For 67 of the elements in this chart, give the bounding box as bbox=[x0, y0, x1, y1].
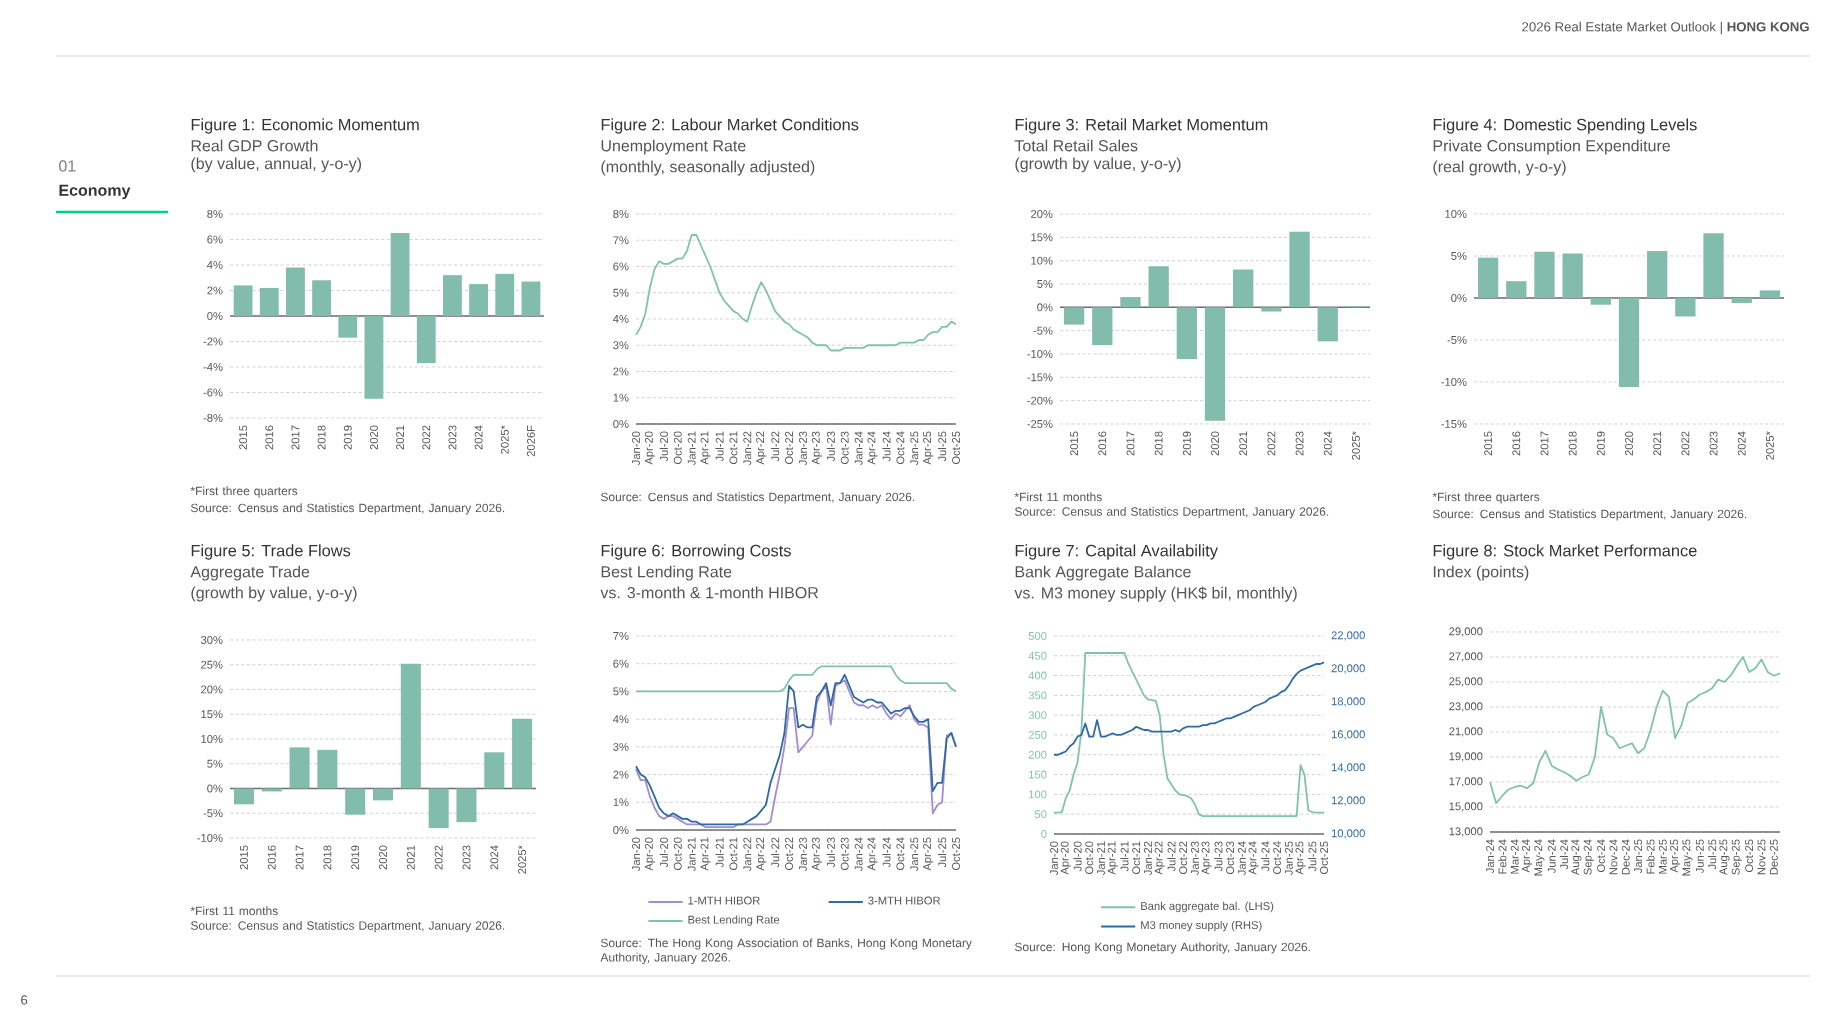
bar bbox=[1092, 307, 1113, 346]
bar bbox=[233, 788, 254, 805]
bar bbox=[1477, 257, 1499, 298]
text: vs. 3-month & 1-month HIBOR bbox=[600, 586, 819, 599]
text: (growth by value, y-o-y) bbox=[191, 586, 357, 602]
bar bbox=[286, 267, 305, 316]
bar bbox=[312, 280, 332, 316]
bar bbox=[1675, 297, 1696, 317]
bar bbox=[1590, 297, 1611, 305]
bar bbox=[469, 284, 489, 316]
bar bbox=[1703, 233, 1724, 298]
text: (real growth, y-o-y) bbox=[1433, 160, 1566, 176]
chart-title: Figure 4: Domestic Spending Levels bbox=[1433, 118, 1697, 134]
bar bbox=[456, 788, 477, 823]
bar bbox=[484, 752, 505, 789]
chart-title: Figure 1: Economic Momentum bbox=[191, 118, 419, 134]
bar bbox=[428, 788, 449, 829]
bar bbox=[512, 718, 533, 789]
chart-title: Figure 6: Borrowing Costs bbox=[601, 544, 791, 560]
bar bbox=[1506, 281, 1527, 298]
bar bbox=[1176, 307, 1197, 360]
text: Bank Aggregate Balance bbox=[1015, 565, 1191, 581]
bar bbox=[1148, 266, 1169, 308]
bar bbox=[416, 315, 436, 364]
bar bbox=[1618, 297, 1640, 388]
bar bbox=[289, 747, 310, 789]
bar bbox=[1063, 307, 1085, 325]
bar bbox=[1289, 231, 1310, 308]
bar bbox=[1759, 290, 1781, 298]
text: Aggregate Trade bbox=[190, 565, 310, 581]
chart-title: Figure 8: Stock Market Performance bbox=[1433, 544, 1697, 560]
bar bbox=[373, 788, 394, 801]
text: Unemployment Rate bbox=[601, 139, 746, 155]
bar bbox=[1233, 269, 1254, 308]
bar bbox=[1317, 307, 1338, 342]
bar bbox=[400, 663, 421, 789]
text: vs. M3 money supply (HK$ bil, monthly) bbox=[1014, 586, 1297, 602]
text: Best Lending Rate bbox=[601, 565, 732, 581]
bar bbox=[259, 287, 279, 316]
bar bbox=[345, 788, 366, 815]
chart-title: Figure 5: Trade Flows bbox=[191, 544, 351, 560]
bar bbox=[1647, 250, 1668, 298]
text: Private Consumption Expenditure bbox=[1433, 139, 1670, 155]
text: (growth by value, y-o-y) bbox=[1015, 157, 1181, 173]
bar bbox=[338, 315, 358, 338]
text: (monthly, seasonally adjusted) bbox=[601, 160, 815, 176]
bar bbox=[317, 749, 338, 789]
bar bbox=[233, 285, 253, 316]
text: 01 bbox=[59, 160, 76, 172]
bar bbox=[1731, 297, 1752, 304]
text: Index (points) bbox=[1433, 565, 1529, 581]
text: (by value, annual, y-o-y) bbox=[191, 157, 362, 173]
bar bbox=[521, 281, 541, 316]
chart-title: Figure 3: Retail Market Momentum bbox=[1015, 118, 1268, 134]
bar bbox=[390, 233, 410, 316]
bar bbox=[364, 315, 384, 399]
text: Economy bbox=[59, 184, 131, 200]
text: Real GDP Growth bbox=[191, 139, 318, 152]
text: Total Retail Sales bbox=[1014, 139, 1138, 152]
bar bbox=[1534, 251, 1555, 298]
bar bbox=[1204, 307, 1226, 421]
chart-title: Figure 7: Capital Availability bbox=[1015, 544, 1218, 560]
bar bbox=[443, 275, 462, 316]
chart-title: Figure 2: Labour Market Conditions bbox=[601, 118, 859, 134]
bar bbox=[495, 273, 515, 316]
bar bbox=[1562, 253, 1583, 298]
bar bbox=[1120, 297, 1141, 308]
